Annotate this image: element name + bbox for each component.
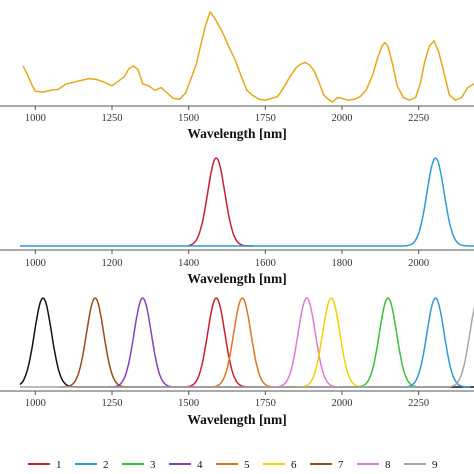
series-line-3 (108, 297, 177, 388)
panel-middle-selected-bands: 1000120014001600180020002200Wavelength [… (0, 157, 474, 286)
legend-label-6: 6 (291, 459, 297, 471)
legend-label-5: 5 (244, 459, 250, 471)
x-tick-label: 2250 (408, 113, 429, 124)
x-axis-title: Wavelength [nm] (187, 412, 286, 427)
legend-label-2: 2 (103, 459, 109, 471)
x-tick-label: 2250 (408, 398, 429, 409)
x-tick-label: 1750 (255, 398, 276, 409)
series-line-2 (59, 297, 130, 388)
x-tick-label: 2000 (332, 113, 353, 124)
chart-legend: 1 2 3 4 5 6 7 8 9 (28, 459, 438, 471)
legend-label-4: 4 (197, 459, 203, 471)
x-tick-label: 1500 (178, 113, 199, 124)
panel-bottom-all-bands: 1000125015001750200022502500Wavelength [… (0, 297, 474, 427)
legend-label-8: 8 (385, 459, 391, 471)
series-line-4 (185, 297, 251, 388)
legend-label-1: 1 (56, 459, 62, 471)
legend-label-3: 3 (150, 459, 156, 471)
panel-top-spectrum: 1000125015001750200022502500Wavelength [… (0, 11, 474, 141)
x-tick-label: 1000 (25, 398, 46, 409)
x-axis-title: Wavelength [nm] (187, 271, 286, 286)
x-tick-label: 1000 (25, 258, 46, 269)
x-tick-label: 1400 (178, 258, 199, 269)
x-tick-label: 2000 (408, 258, 429, 269)
series-line-9 (400, 297, 471, 388)
x-tick-label: 1600 (255, 258, 276, 269)
series-line-6 (271, 297, 339, 388)
x-tick-label: 2000 (332, 398, 353, 409)
legend-label-7: 7 (338, 459, 344, 471)
series-line-1 (188, 157, 254, 247)
legend-label-9: 9 (432, 459, 438, 471)
x-tick-label: 1250 (102, 113, 123, 124)
series-line-5 (207, 297, 277, 388)
x-tick-label: 1800 (332, 258, 353, 269)
x-axis-title: Wavelength [nm] (187, 126, 286, 141)
x-tick-label: 1250 (102, 398, 123, 409)
x-tick-label: 1500 (178, 398, 199, 409)
x-tick-label: 1200 (102, 258, 123, 269)
series-line-2 (20, 157, 474, 247)
x-tick-label: 1000 (25, 113, 46, 124)
series-line-8 (354, 297, 422, 388)
x-tick-label: 1750 (255, 113, 276, 124)
series-line-1 (22, 11, 474, 103)
series-line-7 (296, 297, 366, 388)
series-line-10 (20, 306, 474, 388)
